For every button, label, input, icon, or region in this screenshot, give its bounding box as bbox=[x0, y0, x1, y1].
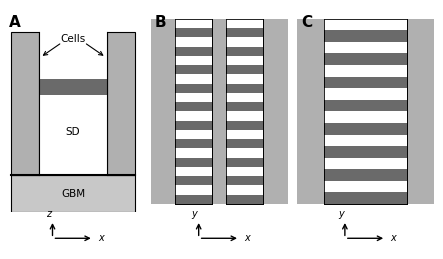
Text: A: A bbox=[8, 16, 20, 30]
Bar bbox=[175, 111, 212, 121]
Bar bbox=[107, 32, 135, 175]
Bar bbox=[175, 130, 212, 139]
Text: GBM: GBM bbox=[61, 189, 85, 199]
Text: z: z bbox=[46, 208, 51, 219]
Bar bbox=[175, 37, 212, 47]
Text: x: x bbox=[244, 233, 250, 243]
Bar bbox=[324, 111, 407, 123]
Text: C: C bbox=[301, 16, 312, 30]
Bar bbox=[11, 32, 39, 175]
Bar bbox=[11, 175, 135, 212]
Bar bbox=[324, 65, 407, 77]
Bar bbox=[226, 19, 263, 204]
Bar bbox=[175, 19, 212, 28]
Bar bbox=[175, 167, 212, 176]
Bar bbox=[324, 42, 407, 54]
Bar bbox=[226, 111, 263, 121]
Bar bbox=[226, 185, 263, 195]
Text: y: y bbox=[338, 208, 344, 219]
Text: SD: SD bbox=[66, 127, 81, 136]
Bar bbox=[226, 37, 263, 47]
Bar bbox=[226, 56, 263, 65]
Bar bbox=[324, 134, 407, 146]
Text: B: B bbox=[155, 16, 167, 30]
Bar bbox=[226, 74, 263, 84]
Bar bbox=[263, 19, 288, 204]
Text: x: x bbox=[390, 233, 396, 243]
Bar bbox=[151, 19, 175, 204]
Bar bbox=[39, 80, 107, 95]
Bar bbox=[39, 32, 107, 175]
Bar bbox=[324, 88, 407, 100]
Bar bbox=[175, 185, 212, 195]
Bar bbox=[226, 167, 263, 176]
Bar bbox=[324, 19, 407, 30]
Bar bbox=[175, 93, 212, 102]
Bar bbox=[226, 93, 263, 102]
Bar bbox=[175, 148, 212, 158]
Bar bbox=[324, 19, 407, 204]
Text: y: y bbox=[192, 208, 198, 219]
Bar bbox=[226, 148, 263, 158]
Text: x: x bbox=[98, 233, 104, 243]
Bar bbox=[175, 19, 212, 204]
Bar bbox=[324, 181, 407, 192]
Bar bbox=[297, 19, 324, 204]
Bar bbox=[175, 74, 212, 84]
Bar bbox=[226, 19, 263, 28]
Bar bbox=[407, 19, 434, 204]
Text: Cells: Cells bbox=[61, 34, 85, 44]
Bar bbox=[212, 19, 226, 204]
Bar bbox=[175, 56, 212, 65]
Bar bbox=[226, 130, 263, 139]
Bar bbox=[324, 158, 407, 169]
